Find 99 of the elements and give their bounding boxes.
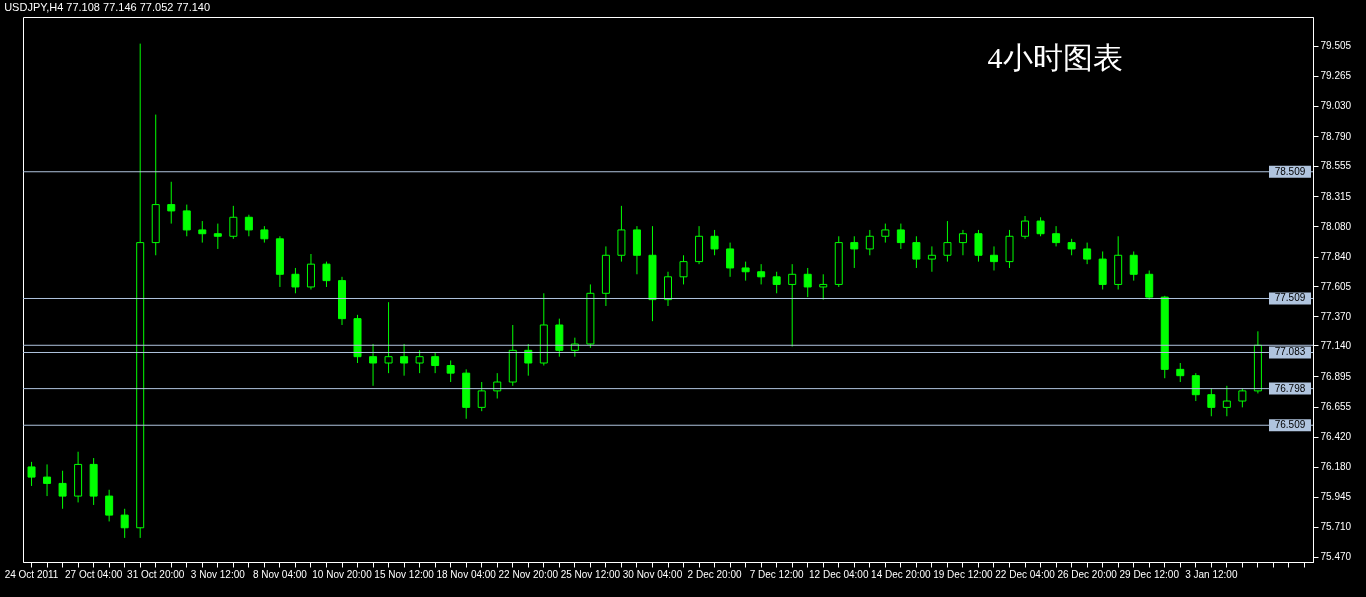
candlestick [1222,385,1231,417]
x-tick-label: 14 Dec 20:00 [871,568,932,580]
y-tick-label: 79.265 [1320,70,1352,82]
x-tick-label: 26 Dec 20:00 [1057,568,1118,580]
candlestick [524,343,533,377]
y-tick-label: 78.315 [1320,190,1352,202]
candlestick [306,253,315,290]
x-tick-label: 3 Jan 12:00 [1185,568,1238,580]
x-tick-label: 29 Dec 12:00 [1119,568,1180,580]
x-tick-label: 2 Dec 20:00 [687,568,742,580]
y-tick-label: 77.840 [1320,251,1352,263]
y-tick-label: 77.370 [1320,310,1352,322]
candlestick [213,223,222,250]
x-tick-label: 30 Nov 04:00 [622,568,683,580]
ref-line-label: 78.509 [1274,165,1306,177]
candlestick [1021,215,1030,240]
candlestick [943,220,952,263]
x-tick-label: 27 Oct 04:00 [65,568,123,580]
candlestick [27,461,36,487]
x-tick-label: 3 Nov 12:00 [190,568,246,580]
candlestick [741,261,750,282]
x-tick-label: 10 Nov 20:00 [312,568,373,580]
candlestick [989,245,998,271]
candlestick [772,271,781,294]
candlestick [446,359,455,383]
candlestick [912,235,921,269]
candlestick [58,470,67,510]
y-tick-label: 75.470 [1320,551,1352,563]
y-tick-label: 76.420 [1320,431,1352,443]
candlestick [198,220,207,244]
candlestick [958,229,967,256]
x-tick-label: 12 Dec 04:00 [809,568,869,580]
candlestick [167,181,176,225]
candlestick [726,242,735,278]
candlestick [400,343,409,377]
y-tick-label: 78.790 [1320,130,1352,142]
x-tick-label: 18 Nov 04:00 [436,568,497,580]
candlestick [679,254,688,285]
candlestick [415,349,424,374]
candlestick [881,223,890,244]
candlestick [1176,362,1185,383]
candlestick [1238,387,1247,408]
y-tick-label: 78.080 [1320,220,1352,232]
candlestick [819,273,828,301]
candlestick [1145,269,1154,301]
x-tick-label: 31 Oct 20:00 [127,568,185,580]
candlestick [865,229,874,256]
y-tick-label: 77.605 [1320,280,1352,292]
candlestick [850,235,859,269]
y-tick-label: 75.710 [1320,521,1352,533]
candlestick [182,204,191,237]
x-tick-label: 19 Dec 12:00 [933,568,994,580]
y-tick-label: 79.505 [1320,40,1352,52]
candlestick [788,263,797,348]
chart-title: USDJPY,H4 77.108 77.146 77.052 77.140 [4,1,211,13]
y-tick-label: 79.030 [1320,100,1352,112]
candlestick [757,263,766,285]
candlestick [803,267,812,298]
candlestick [369,343,378,387]
candlestick [291,267,300,294]
ref-line-label: 77.083 [1274,346,1306,358]
y-tick-label: 75.945 [1320,491,1352,503]
candlestick [229,205,238,240]
y-tick-label: 76.895 [1320,370,1352,382]
candlestick [384,301,393,374]
x-tick-label: 7 Dec 12:00 [749,568,805,580]
candlestick [244,214,253,237]
ref-line-label: 76.509 [1274,419,1306,431]
y-tick-label: 76.180 [1320,461,1352,473]
candlestick [105,489,114,522]
x-tick-label: 22 Dec 04:00 [995,568,1056,580]
y-tick-label: 77.140 [1320,339,1352,351]
ref-line-label: 77.509 [1274,292,1306,304]
candlestick [1207,387,1216,417]
candlestick [493,372,502,399]
y-tick-label: 76.655 [1320,401,1352,413]
candlestick [43,463,52,497]
y-tick-label: 78.555 [1320,160,1352,172]
candlestick [1036,216,1045,237]
candlestick [120,508,129,539]
candlestick [1129,250,1138,282]
candlestick [664,271,672,307]
candlestick [974,229,983,263]
candlestick [927,245,936,273]
candlestick [477,381,486,412]
candlestick [710,229,719,256]
candlestick [1052,225,1061,247]
x-tick-label: 15 Nov 12:00 [374,568,435,580]
candlestick [322,261,331,288]
x-tick-label: 8 Nov 04:00 [252,568,308,580]
candlestick [1083,242,1092,265]
annotation: 4小时图表 [987,41,1123,74]
x-tick-label: 24 Oct 2011 [4,568,59,580]
candlestick [896,223,905,250]
x-tick-label: 25 Nov 12:00 [560,568,621,580]
candlestick [431,352,440,374]
ref-line-label: 76.798 [1274,382,1306,394]
candlestick [1191,372,1200,402]
x-tick-label: 22 Nov 20:00 [498,568,559,580]
